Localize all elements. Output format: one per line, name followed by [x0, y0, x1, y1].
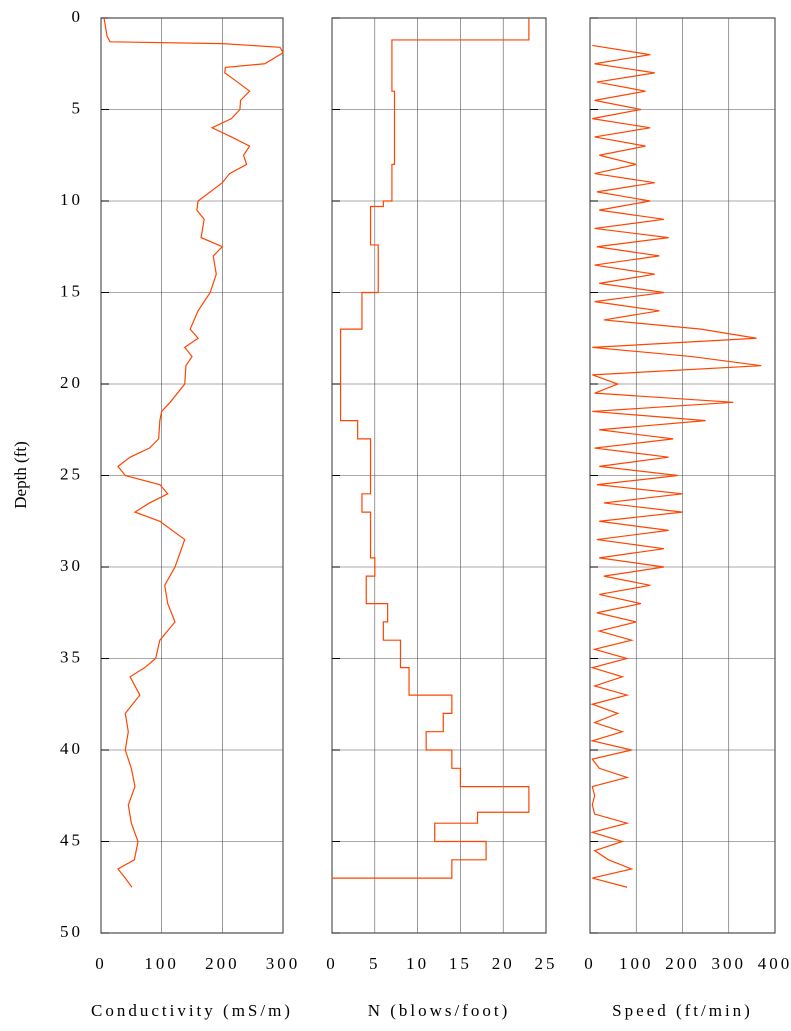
x-axis-label: Speed (ft/min): [612, 1001, 753, 1020]
y-tick-label: 45: [60, 830, 83, 849]
y-tick-label: 35: [60, 647, 83, 666]
data-line: [589, 44, 762, 888]
x-tick-label: 0: [584, 954, 596, 973]
x-tick-label: 300: [712, 954, 747, 973]
y-tick-label: 20: [60, 373, 83, 392]
y-tick-label: 5: [72, 98, 84, 117]
x-tick-label: 25: [535, 954, 558, 973]
x-tick-label: 10: [406, 954, 429, 973]
x-tick-label: 100: [144, 954, 179, 973]
y-tick-label: 40: [60, 739, 83, 758]
y-tick-label: 50: [60, 922, 83, 941]
y-tick-label: 0: [72, 7, 84, 26]
y-tick-label: 30: [60, 556, 83, 575]
x-tick-label: 400: [758, 954, 791, 973]
data-line: [103, 17, 284, 888]
x-tick-label: 15: [449, 954, 472, 973]
x-tick-label: 0: [95, 954, 107, 973]
x-tick-label: 5: [369, 954, 381, 973]
x-tick-label: 0: [326, 954, 338, 973]
y-tick-label: 25: [60, 464, 83, 483]
x-axis-label: Conductivity (mS/m): [91, 1001, 293, 1020]
x-tick-label: 300: [266, 954, 301, 973]
y-axis-label: Depth (ft): [11, 441, 30, 509]
x-tick-label: 200: [665, 954, 700, 973]
y-tick-label: 15: [60, 281, 83, 300]
data-line: [332, 18, 530, 879]
y-tick-label: 10: [60, 190, 83, 209]
x-axis-label: N (blows/foot): [368, 1001, 511, 1020]
x-tick-label: 200: [205, 954, 240, 973]
x-tick-label: 100: [619, 954, 654, 973]
x-tick-label: 20: [492, 954, 515, 973]
